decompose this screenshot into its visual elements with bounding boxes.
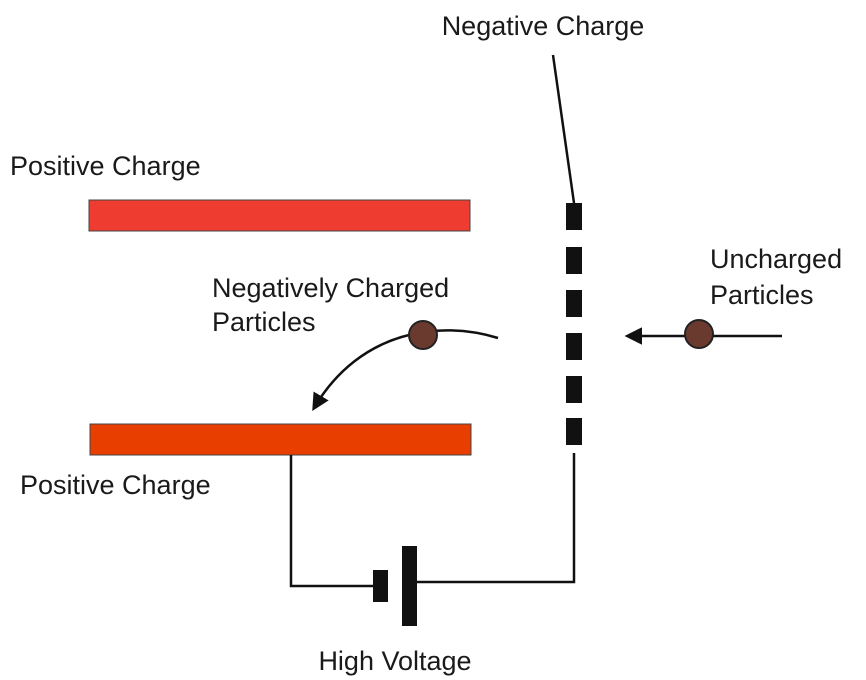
label: Particles [710,280,814,310]
plate [89,423,472,456]
label: Negative Charge [442,11,645,41]
plate [88,199,471,232]
arrow [312,329,499,412]
wire [289,455,373,588]
label: Negatively Charged [212,273,449,303]
wire [416,453,576,584]
battery-terminal [373,570,388,602]
battery-terminal [402,546,417,626]
leader-line [551,54,576,204]
particle [408,320,438,350]
label: Positive Charge [20,470,211,500]
label: Particles [212,307,316,337]
label: High Voltage [318,646,471,676]
label: Uncharged [710,244,842,274]
electrode [566,203,582,445]
label: Positive Charge [10,151,201,181]
particle [684,319,714,349]
